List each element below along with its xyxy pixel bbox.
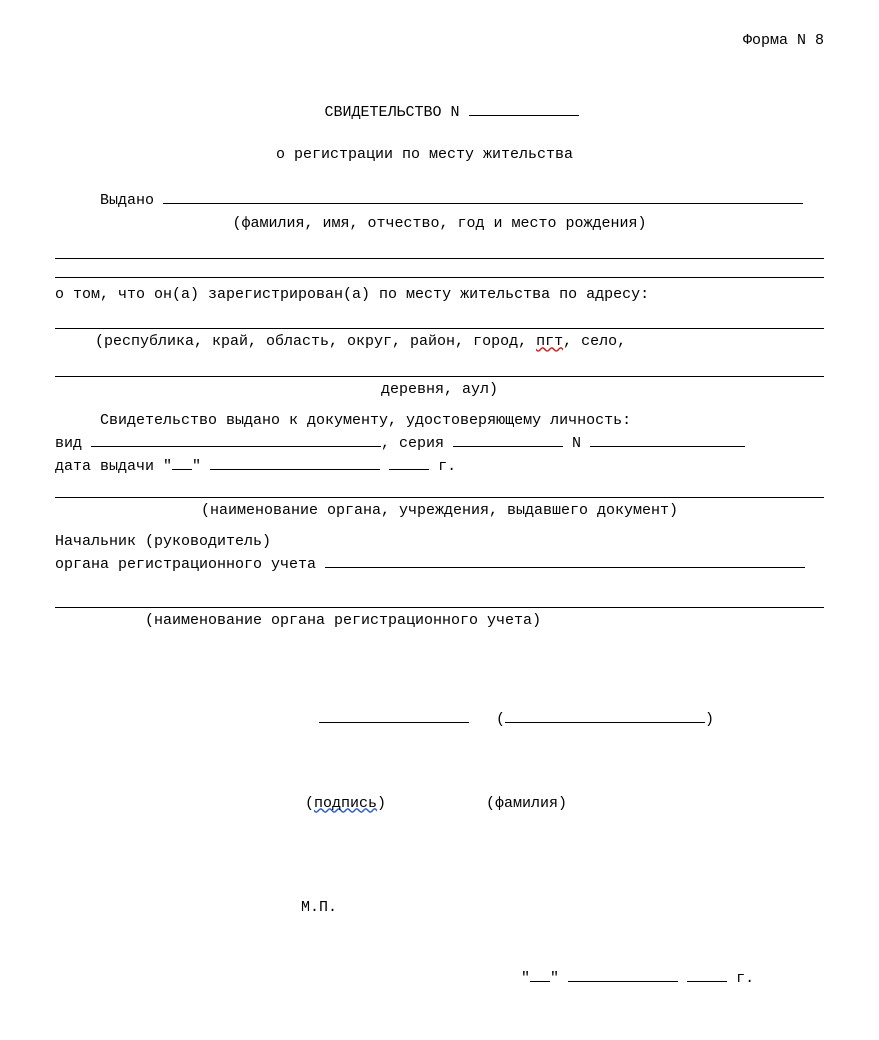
form-number: Форма N 8 bbox=[55, 30, 824, 51]
n-blank[interactable] bbox=[590, 446, 745, 447]
surname-label: (фамилия) bbox=[486, 795, 567, 812]
chief-line2: органа регистрационного учета bbox=[55, 554, 824, 575]
vid-blank[interactable] bbox=[91, 446, 381, 447]
address-hint-2: деревня, аул) bbox=[55, 379, 824, 400]
chief-line2-blank[interactable] bbox=[325, 567, 805, 568]
mp-label: М.П. bbox=[301, 899, 337, 916]
org-hint: (наименование органа регистрационного уч… bbox=[145, 610, 824, 631]
signature-labels: (подпись)(фамилия) bbox=[265, 793, 824, 814]
bottom-date-month[interactable] bbox=[568, 981, 678, 982]
doc-date-row: дата выдачи " " г. bbox=[55, 456, 824, 477]
full-blank-2[interactable] bbox=[55, 261, 824, 278]
bottom-date-row: " " г. bbox=[55, 947, 824, 1010]
signature-block: () (подпись)(фамилия) bbox=[265, 646, 824, 856]
sign-label: подпись bbox=[314, 795, 377, 812]
org-blank[interactable] bbox=[55, 591, 824, 608]
date-label: дата выдачи " bbox=[55, 458, 172, 475]
bottom-date-year[interactable] bbox=[687, 981, 727, 982]
bottom-date-q2: " bbox=[550, 970, 568, 987]
signature-lines: () bbox=[265, 688, 824, 751]
surname-blank[interactable] bbox=[505, 722, 705, 723]
vid-label: вид bbox=[55, 435, 91, 452]
doc-vid-row: вид , серия N bbox=[55, 433, 824, 454]
doc-intro-text: Свидетельство выдано к документу, удосто… bbox=[100, 412, 631, 429]
sig-gap1: ( bbox=[469, 711, 505, 728]
bottom-date-sp bbox=[678, 970, 687, 987]
issued-blank[interactable] bbox=[163, 203, 803, 204]
issued-row: Выдано bbox=[55, 190, 824, 211]
date-year-suffix: г. bbox=[429, 458, 456, 475]
full-blank-1[interactable] bbox=[55, 242, 824, 259]
pgt-wavy: пгт bbox=[536, 333, 563, 350]
bottom-date-day[interactable] bbox=[530, 981, 550, 982]
date-day-blank[interactable] bbox=[172, 469, 192, 470]
address-hint-1-suffix: , село, bbox=[563, 333, 626, 350]
issuer-hint: (наименование органа, учреждения, выдавш… bbox=[55, 500, 824, 521]
date-month-blank[interactable] bbox=[210, 469, 380, 470]
cert-n-blank[interactable] bbox=[469, 115, 579, 116]
address-hint-1-prefix: (республика, край, область, округ, район… bbox=[95, 333, 536, 350]
n-label: N bbox=[563, 435, 590, 452]
address-blank-1[interactable] bbox=[55, 313, 824, 330]
date-year-blank[interactable] bbox=[389, 469, 429, 470]
title-line1: СВИДЕТЕЛЬСТВО N bbox=[225, 81, 624, 144]
chief-line2-label: органа регистрационного учета bbox=[55, 556, 325, 573]
issued-label: Выдано bbox=[100, 192, 163, 209]
sign-blank[interactable] bbox=[319, 722, 469, 723]
date-year-prefix bbox=[380, 458, 389, 475]
cert-n-label: СВИДЕТЕЛЬСТВО N bbox=[324, 104, 468, 121]
doc-intro-row: Свидетельство выдано к документу, удосто… bbox=[55, 410, 824, 431]
title-line2: о регистрации по месту жительства bbox=[225, 144, 624, 165]
registered-row: о том, что он(а) зарегистрирован(а) по м… bbox=[55, 284, 824, 305]
chief-line1: Начальник (руководитель) bbox=[55, 531, 824, 552]
title-block: СВИДЕТЕЛЬСТВО N о регистрации по месту ж… bbox=[225, 81, 624, 165]
date-mid: " bbox=[192, 458, 210, 475]
address-blank-2[interactable] bbox=[55, 360, 824, 377]
issuer-blank[interactable] bbox=[55, 481, 824, 498]
series-label: , серия bbox=[381, 435, 453, 452]
bottom-date-q1: " bbox=[521, 970, 530, 987]
sig-close: ) bbox=[705, 711, 714, 728]
document-page: Форма N 8 СВИДЕТЕЛЬСТВО N о регистрации … bbox=[0, 0, 879, 1040]
address-hint-1: (республика, край, область, округ, район… bbox=[55, 331, 824, 352]
issued-hint: (фамилия, имя, отчество, год и место рож… bbox=[55, 213, 824, 234]
mp-row: М.П. bbox=[55, 876, 824, 939]
bottom-date-suffix: г. bbox=[727, 970, 754, 987]
series-blank[interactable] bbox=[453, 446, 563, 447]
